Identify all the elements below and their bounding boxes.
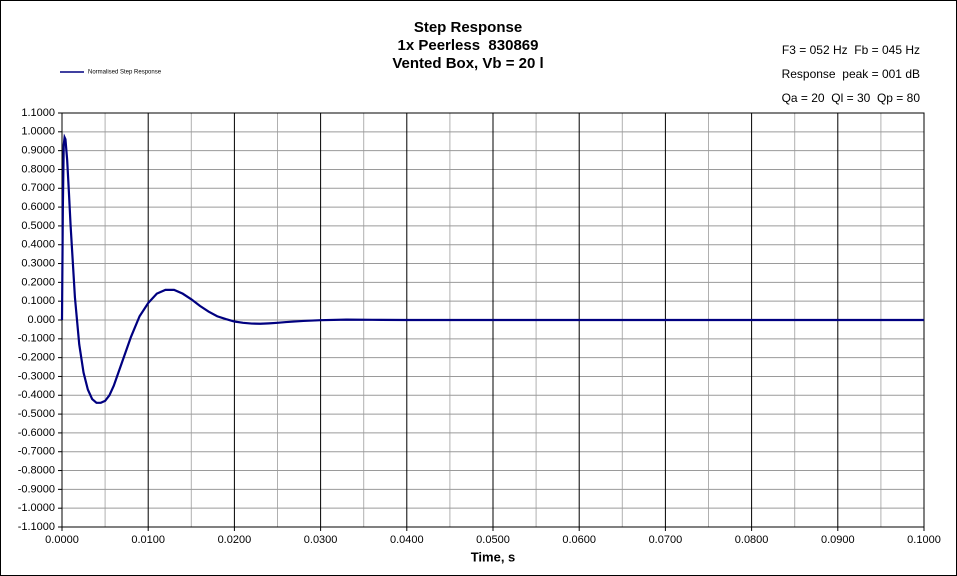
y-tick-label: -0.2000	[18, 352, 55, 364]
y-tick-label: -0.4000	[18, 389, 55, 401]
x-tick-label: 0.0600	[562, 534, 596, 546]
x-tick-label: 0.0400	[390, 534, 424, 546]
y-tick-label: -0.1000	[18, 333, 55, 345]
y-tick-label: 0.8000	[21, 163, 55, 175]
x-tick-label: 0.0300	[304, 534, 338, 546]
chart-title: 1x Peerless 830869	[398, 37, 539, 54]
y-tick-label: 0.6000	[21, 201, 55, 213]
y-tick-label: 0.5000	[21, 220, 55, 232]
annotation: F3 = 052 Hz Fb = 045 Hz	[782, 43, 920, 57]
x-axis-label: Time, s	[471, 549, 516, 564]
y-tick-label: 0.3000	[21, 257, 55, 269]
y-tick-label: -1.0000	[18, 502, 55, 514]
y-tick-label: -1.1000	[18, 521, 55, 533]
chart-title: Vented Box, Vb = 20 l	[392, 55, 543, 72]
y-tick-label: 1.1000	[21, 107, 55, 119]
y-tick-label: 1.0000	[21, 126, 55, 138]
annotation: Qa = 20 Ql = 30 Qp = 80	[782, 91, 921, 105]
y-tick-label: 0.7000	[21, 182, 55, 194]
x-tick-label: 0.1000	[907, 534, 941, 546]
y-tick-label: 0.4000	[21, 239, 55, 251]
x-tick-label: 0.0800	[735, 534, 769, 546]
x-tick-label: 0.0000	[45, 534, 79, 546]
y-tick-label: 0.2000	[21, 276, 55, 288]
x-tick-label: 0.0200	[218, 534, 252, 546]
y-tick-label: 0.000	[27, 314, 55, 326]
x-tick-label: 0.0700	[649, 534, 683, 546]
y-tick-label: -0.8000	[18, 464, 55, 476]
x-tick-label: 0.0500	[476, 534, 510, 546]
y-tick-label: 0.1000	[21, 295, 55, 307]
y-tick-label: -0.6000	[18, 427, 55, 439]
chart-title: Step Response	[414, 19, 522, 36]
y-tick-label: -0.5000	[18, 408, 55, 420]
y-tick-label: -0.9000	[18, 483, 55, 495]
legend-label: Normalised Step Response	[88, 70, 162, 76]
y-tick-label: 0.9000	[21, 145, 55, 157]
x-tick-label: 0.0100	[131, 534, 165, 546]
series-line	[60, 133, 924, 404]
x-tick-label: 0.0900	[821, 534, 855, 546]
y-tick-label: -0.7000	[18, 446, 55, 458]
y-tick-label: -0.3000	[18, 370, 55, 382]
annotation: Response peak = 001 dB	[782, 67, 920, 81]
